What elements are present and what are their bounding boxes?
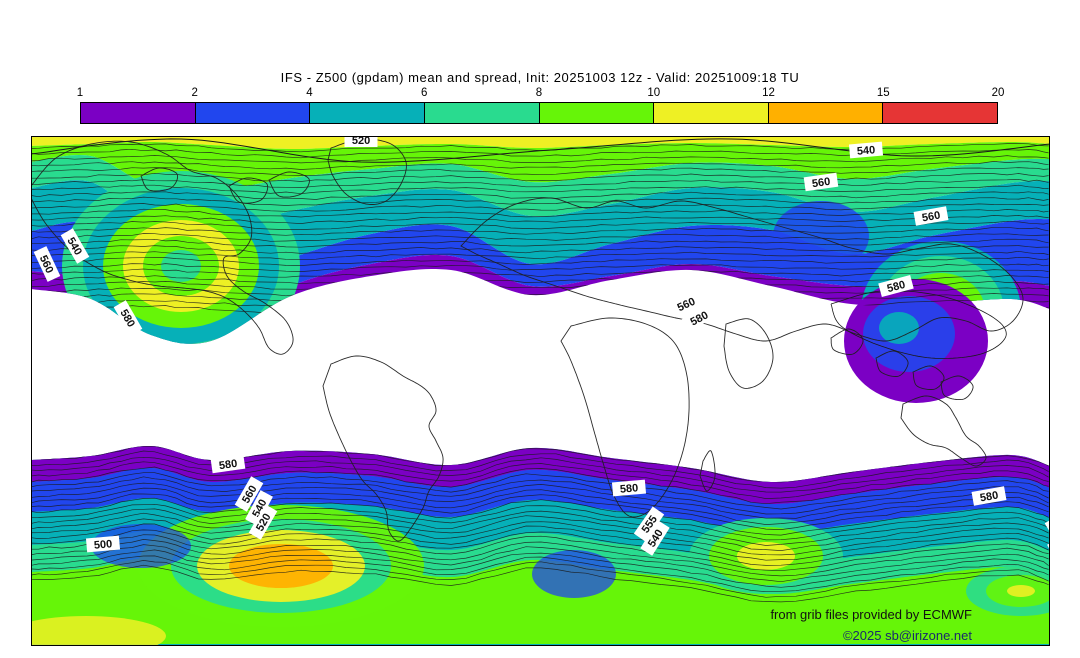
svg-text:580: 580	[218, 458, 238, 472]
svg-text:from grib files provided by EC: from grib files provided by ECMWF	[770, 607, 972, 622]
svg-text:540: 540	[856, 144, 875, 158]
svg-text:520: 520	[352, 136, 370, 147]
svg-text:500: 500	[93, 538, 112, 552]
svg-text:©2025 sb@irizone.net: ©2025 sb@irizone.net	[843, 628, 972, 643]
svg-text:580: 580	[619, 482, 638, 496]
svg-text:560: 560	[811, 176, 831, 190]
